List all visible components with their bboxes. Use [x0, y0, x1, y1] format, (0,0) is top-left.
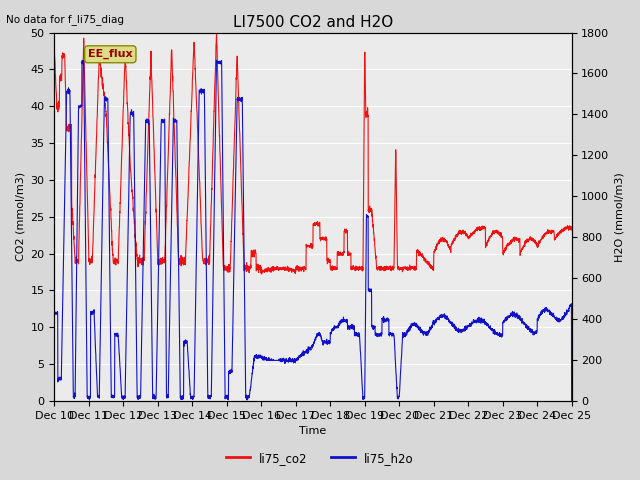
Y-axis label: CO2 (mmol/m3): CO2 (mmol/m3)	[15, 172, 25, 261]
Text: No data for f_li75_diag: No data for f_li75_diag	[6, 14, 124, 25]
Title: LI7500 CO2 and H2O: LI7500 CO2 and H2O	[233, 15, 393, 30]
Text: EE_flux: EE_flux	[88, 49, 132, 60]
Y-axis label: H2O (mmol/m3): H2O (mmol/m3)	[615, 172, 625, 262]
Legend: li75_co2, li75_h2o: li75_co2, li75_h2o	[221, 447, 419, 469]
X-axis label: Time: Time	[300, 426, 326, 436]
